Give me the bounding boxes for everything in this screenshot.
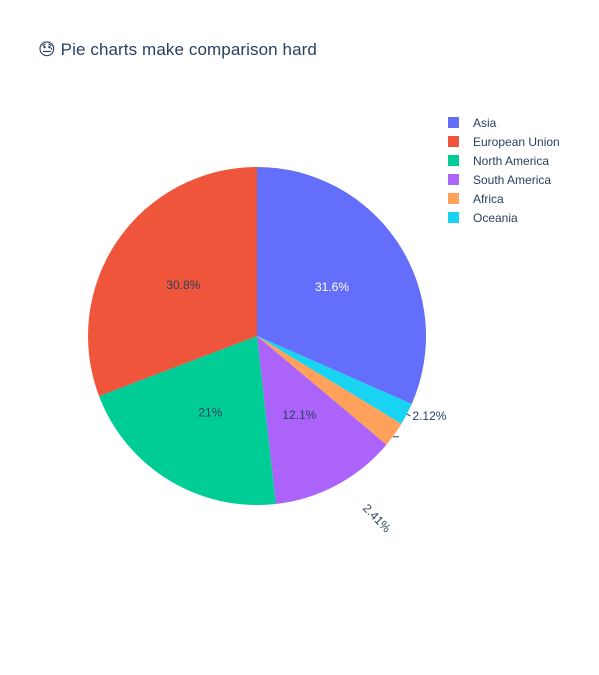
legend-label: European Union	[473, 134, 560, 149]
pie-label-oceania: 2.12%	[412, 409, 446, 423]
pie-slice-asia[interactable]	[257, 167, 427, 404]
pie-label-africa: 2.41%	[360, 501, 394, 535]
legend-swatch	[448, 174, 459, 185]
pie-label-european-union: 30.8%	[166, 278, 200, 292]
legend-label: North America	[473, 153, 550, 168]
legend-swatch	[448, 117, 459, 128]
pie-slice-oceania[interactable]	[257, 336, 412, 424]
pie-slice-africa[interactable]	[257, 336, 402, 445]
pie-leader-oceania	[406, 413, 411, 417]
chart-title: 😓 Pie charts make comparison hard	[38, 40, 317, 59]
pie-label-south-america: 12.1%	[282, 408, 316, 422]
pie-label-north-america: 21%	[198, 406, 222, 420]
legend-item-africa[interactable]: Africa	[440, 189, 590, 208]
legend-swatch	[448, 212, 459, 223]
legend-item-european-union[interactable]: European Union	[440, 132, 590, 151]
legend-label: South America	[473, 172, 552, 187]
legend-item-oceania[interactable]: Oceania	[440, 208, 590, 227]
pie-slice-north-america[interactable]	[99, 336, 276, 506]
pie-slice-south-america[interactable]	[257, 336, 387, 504]
legend-item-asia[interactable]: Asia	[440, 113, 590, 132]
legend-label: Africa	[473, 191, 504, 206]
pie-label-asia: 31.6%	[315, 280, 349, 294]
legend-label: Oceania	[473, 210, 518, 225]
pie-slice-european-union[interactable]	[87, 167, 257, 397]
pie-slices	[87, 167, 427, 506]
chart-legend: Asia European Union North America South Ame…	[440, 113, 590, 227]
legend-item-north-america[interactable]: North America	[440, 151, 590, 170]
legend-item-south-america[interactable]: South America	[440, 170, 590, 189]
legend-swatch	[448, 155, 459, 166]
legend-swatch	[448, 193, 459, 204]
legend-swatch	[448, 136, 459, 147]
legend-label: Asia	[473, 115, 497, 130]
